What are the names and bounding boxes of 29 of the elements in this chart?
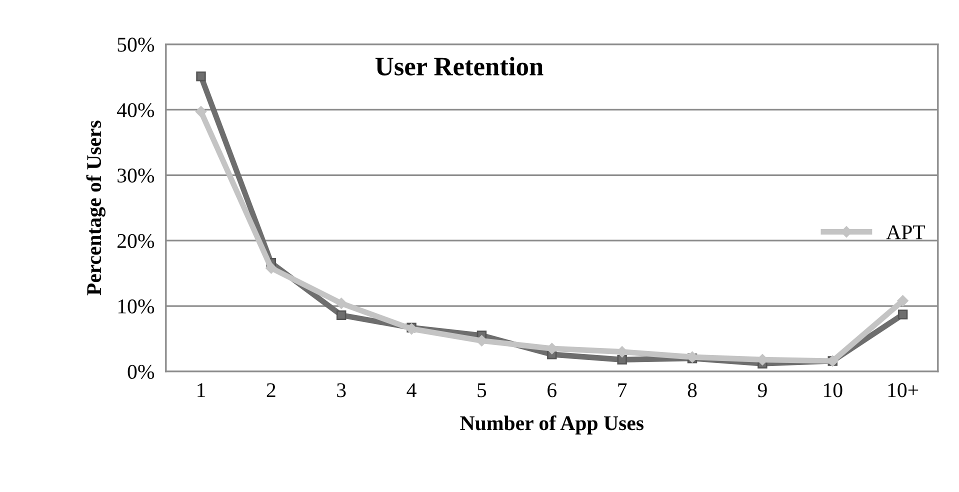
y-tick-label: 50% — [118, 38, 154, 52]
y-tick-label: 10% — [118, 299, 154, 314]
point — [266, 262, 277, 274]
point — [336, 310, 346, 320]
point — [617, 354, 627, 365]
point — [898, 310, 908, 320]
x-tick-label: 9 — [758, 383, 767, 398]
y-tick-label: 30% — [118, 168, 154, 183]
point — [195, 106, 207, 118]
x-tick-label: 5 — [478, 383, 486, 398]
chart-title: User Retention — [376, 56, 544, 76]
y-tick-label: 0% — [128, 364, 154, 379]
x-tick-label: 6 — [548, 383, 556, 398]
x-tick-label: 10 — [824, 383, 842, 398]
y-tick-label: 20% — [118, 234, 154, 248]
x-tick-label: 2 — [266, 383, 276, 398]
y-tick-label: 40% — [117, 103, 154, 118]
point — [897, 295, 908, 306]
x-tick-label: 10+ — [888, 383, 918, 398]
x-tick-label: 3 — [337, 383, 346, 398]
legend-label: APT — [886, 225, 926, 240]
x-tick-label: 7 — [618, 383, 627, 398]
y-axis-title: Percentage of Users — [86, 120, 106, 296]
x-tick-label: 4 — [406, 383, 416, 398]
x-axis-title: Number of App Uses — [460, 415, 644, 434]
x-tick-label: 8 — [688, 383, 697, 398]
x-tick-label: 1 — [198, 383, 205, 398]
point — [196, 71, 206, 82]
point — [336, 298, 347, 310]
